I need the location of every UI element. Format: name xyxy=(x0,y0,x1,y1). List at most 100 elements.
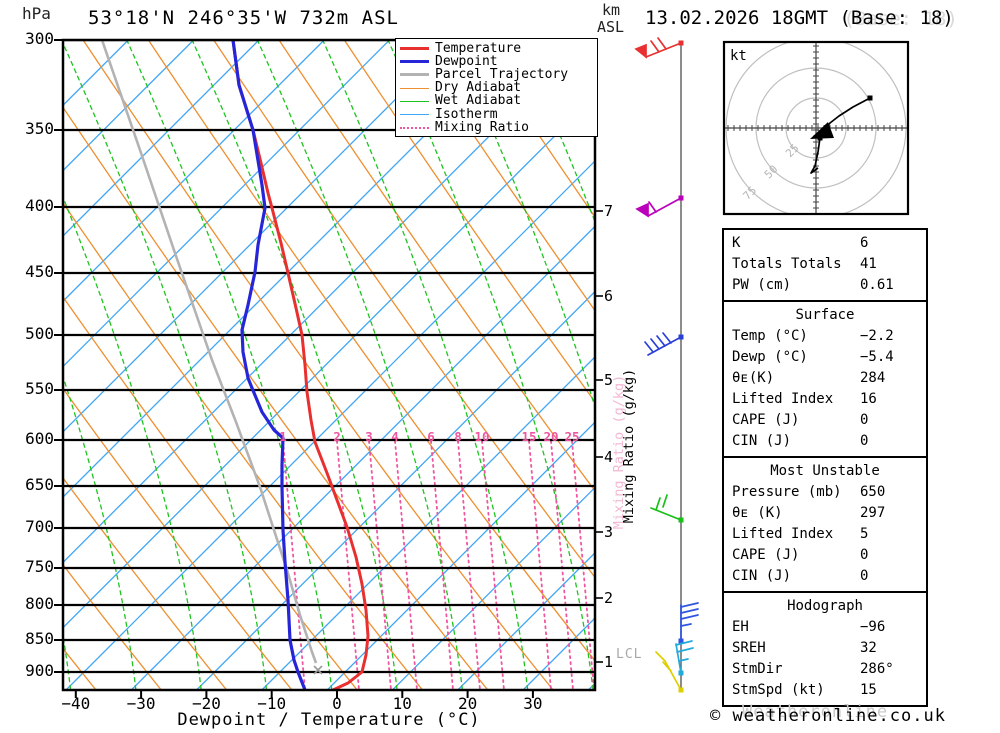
legend-line-sample-wet-adiabat xyxy=(400,100,429,102)
wet-adiabat-line xyxy=(256,40,464,690)
km-label: 5 xyxy=(604,371,614,389)
pressure-label: 750 xyxy=(25,557,54,576)
mixing-ratio-line xyxy=(368,440,392,690)
wind-barb xyxy=(675,640,694,676)
isotherm-line xyxy=(63,40,521,499)
isotherm-line xyxy=(63,40,456,433)
mixing-ratio-line xyxy=(282,440,306,690)
table-section-header: Surface xyxy=(795,307,855,323)
table-row: PW (cm) 0.61 xyxy=(724,275,926,296)
sounding-curves xyxy=(100,40,370,690)
wind-barb-node xyxy=(678,40,684,46)
table-row-value: −96 xyxy=(860,619,886,635)
dry-adiabat-line xyxy=(63,476,228,690)
table-row: θᴇ(K) 284 xyxy=(724,368,926,389)
isotherm-line xyxy=(457,551,595,690)
legend-line-sample-isotherm xyxy=(400,114,429,116)
isotherm-line xyxy=(392,486,595,690)
table-row-label: StmSpd (kt) xyxy=(732,682,825,698)
table-row-label: K xyxy=(732,235,741,251)
table-row-label: CAPE (J) xyxy=(732,547,800,563)
table-section-header: Hodograph xyxy=(787,598,863,614)
dry-adiabat-line xyxy=(409,40,595,312)
km-label: 1 xyxy=(604,653,614,671)
table-row-label: StmDir xyxy=(732,661,783,677)
legend-label: Mixing Ratio xyxy=(435,119,529,135)
mixing-ratio-value-label: 15 xyxy=(521,429,536,444)
table-row-label: SREH xyxy=(732,640,766,656)
hodograph-border xyxy=(722,40,910,216)
pressure-label: 600 xyxy=(25,429,54,448)
mixing-ratio-line xyxy=(430,440,454,690)
table-row-label: θᴇ (K) xyxy=(732,505,783,521)
hodograph-ring-label: 75 xyxy=(741,184,760,203)
table-row: θᴇ (K) 297 xyxy=(724,503,926,524)
dry-adiabat-line xyxy=(474,40,595,219)
wet-adiabat-line xyxy=(452,40,595,410)
table-row: Lifted Index 16 xyxy=(724,389,926,410)
parcel-end-x-marker xyxy=(313,665,323,675)
wind-barb-tick xyxy=(648,201,657,213)
wind-barb xyxy=(634,37,684,59)
km-label: 4 xyxy=(604,448,614,466)
table-row: EH −96 xyxy=(724,617,926,638)
pressure-label: 650 xyxy=(25,475,54,494)
table-row-value: 32 xyxy=(860,640,877,656)
dry-adiabat-line xyxy=(63,563,162,690)
mixing-ratio-value-label: 4 xyxy=(391,429,399,444)
wind-barb-shaft xyxy=(675,643,682,674)
lcl-label: LCL xyxy=(616,647,643,662)
wind-barb-tick xyxy=(662,494,668,508)
wind-barb-tick xyxy=(680,623,692,627)
pressure-label: 300 xyxy=(25,29,54,48)
table-row-value: 0.61 xyxy=(860,277,894,293)
pressure-label: 550 xyxy=(25,379,54,398)
wind-barb-tick xyxy=(655,651,666,662)
table-row: Temp (°C) −2.2 xyxy=(724,326,926,347)
legend-item: Isotherm xyxy=(396,108,597,121)
mixing-ratio-axis-label: Mixing Ratio (g/kg) xyxy=(621,369,637,523)
table-row-value: 0 xyxy=(860,433,869,449)
table-row-value: 0 xyxy=(860,568,869,584)
legend-label: Wet Adiabat xyxy=(435,93,522,109)
table-row-value: 297 xyxy=(860,505,886,521)
table-row-label: PW (cm) xyxy=(732,277,792,293)
table-row-value: 650 xyxy=(860,484,886,500)
mixing-ratio-line xyxy=(571,440,595,690)
wet-adiabat-line xyxy=(63,195,202,690)
wind-barb-tick xyxy=(680,614,699,620)
table-section: Hodograph EH −96 SREH 32 StmDir 286° StmSpd (kt… xyxy=(722,591,928,707)
wind-barb xyxy=(678,602,699,644)
table-row-label: θᴇ(K) xyxy=(732,370,775,386)
wet-adiabat-line xyxy=(63,41,268,690)
km-unit-line1: km xyxy=(602,1,621,19)
isotherm-line xyxy=(63,94,595,629)
mixing-ratio-line xyxy=(394,440,418,690)
wind-barb-node xyxy=(678,517,684,523)
mixing-ratio-value-label: 20 xyxy=(543,429,558,444)
table-row-label: CIN (J) xyxy=(732,433,792,449)
temperature-label: −20 xyxy=(191,694,221,713)
wind-barb-flag xyxy=(635,202,649,218)
table-row-value: 5 xyxy=(860,526,869,542)
legend-line-sample-dry-adiabat xyxy=(400,87,429,89)
wind-barb-shaft xyxy=(647,197,682,217)
hodograph-ring-label: 25 xyxy=(783,141,802,160)
temperature-curve xyxy=(231,40,370,690)
wind-barb-shaft xyxy=(664,660,682,691)
legend-item: Parcel Trajectory xyxy=(396,68,597,81)
isotherm-line xyxy=(196,290,595,690)
isotherm-line xyxy=(63,40,260,237)
legend-label: Dewpoint xyxy=(435,53,498,69)
pressure-label: 850 xyxy=(25,629,54,648)
mixing-ratio-axis-label-ghost: Mixing Ratio (g/kg) xyxy=(611,375,627,529)
isotherm-line xyxy=(63,40,390,368)
x-axis-title: Dewpoint / Temperature (°C) xyxy=(177,710,481,730)
wind-barb-tick xyxy=(650,40,660,53)
mixing-ratio-value-label: 6 xyxy=(427,429,435,444)
mixing-ratio-value-label: 3 xyxy=(365,429,373,444)
mixing-ratio-value-label: 8 xyxy=(454,429,462,444)
